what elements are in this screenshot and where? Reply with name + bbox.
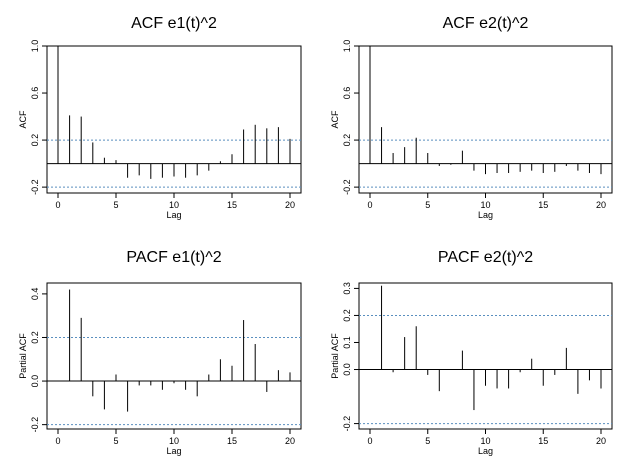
x-tick-label: 5 [425,436,430,446]
y-tick-label: -0.2 [30,417,40,433]
x-tick-label: 15 [538,436,548,446]
y-tick-label: 0.3 [342,282,352,295]
x-tick-label: 15 [227,436,237,446]
chart-title: PACF e1(t)^2 [126,249,221,266]
plot-frame [46,282,302,430]
y-tick-label: 0.0 [30,375,40,388]
y-tick-label: -0.2 [342,416,352,432]
x-axis-label: Lag [166,210,181,220]
x-tick-label: 0 [55,436,60,446]
x-tick-label: 5 [113,436,118,446]
y-tick-label: 0.2 [30,134,40,147]
y-tick-label: 1.0 [30,40,40,53]
panel-3: PACF e1(t)^2 0 5 10 15 20 -0.2 0.0 0.2 0.4 Lag Part… [18,249,302,456]
x-tick-label: 20 [596,436,606,446]
y-axis-label: ACF [18,110,28,129]
x-tick-label: 5 [425,200,430,210]
y-tick-label: 1.0 [342,40,352,53]
y-tick-label: 0.4 [30,288,40,301]
x-tick-label: 0 [367,436,372,446]
x-tick-label: 15 [538,200,548,210]
x-axis-label: Lag [166,446,181,456]
y-tick-label: 0.2 [342,309,352,322]
y-axis-label: Partial ACF [18,333,28,379]
chart-title: ACF e2(t)^2 [443,15,529,32]
x-tick-label: 20 [285,436,295,446]
x-tick-label: 10 [480,436,490,446]
y-tick-label: -0.2 [30,179,40,195]
x-tick-label: 10 [169,200,179,210]
x-tick-label: 10 [480,200,490,210]
y-tick-label: 0.2 [30,331,40,344]
chart-title: PACF e2(t)^2 [438,249,533,266]
x-tick-label: 10 [169,436,179,446]
y-tick-label: 0.1 [342,336,352,349]
y-tick-label: 0.6 [30,87,40,100]
y-tick-label: -0.2 [342,179,352,195]
x-tick-label: 5 [113,200,118,210]
x-axis-label: Lag [478,446,493,456]
y-tick-label: 0.6 [342,87,352,100]
panel-4: PACF e2(t)^2 0 5 10 15 20 -0.2 0.0 0.1 0.2 0.3 Lag P… [330,249,613,456]
chart-title: ACF e1(t)^2 [131,15,217,32]
y-tick-label: 0.2 [342,134,352,147]
plot-frame [358,282,613,430]
y-tick-label: 0.0 [342,363,352,376]
x-tick-label: 20 [285,200,295,210]
x-axis-label: Lag [478,210,493,220]
y-axis-label: ACF [330,110,340,129]
y-axis-label: Partial ACF [330,333,340,379]
panel-2: ACF e2(t)^2 0 5 10 15 20 -0.2 0.2 0.6 1.0 Lag ACF [330,15,613,220]
x-tick-label: 0 [55,200,60,210]
panel-1: ACF e1(t)^2 0 5 10 15 20 -0.2 0.2 0.6 1.0 Lag ACF [18,15,302,220]
x-tick-label: 15 [227,200,237,210]
x-tick-label: 0 [367,200,372,210]
x-tick-label: 20 [596,200,606,210]
